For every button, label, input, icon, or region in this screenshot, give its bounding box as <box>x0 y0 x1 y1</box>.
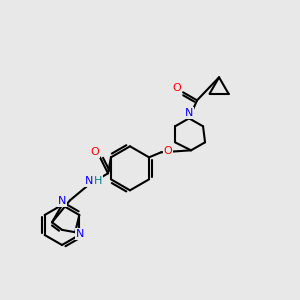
Text: N: N <box>185 108 193 118</box>
Text: O: O <box>173 83 182 93</box>
Text: N: N <box>85 176 93 186</box>
Text: N: N <box>58 196 66 206</box>
Text: O: O <box>164 146 172 156</box>
Text: H: H <box>94 176 102 186</box>
Text: N: N <box>76 229 84 239</box>
Text: O: O <box>91 147 99 157</box>
